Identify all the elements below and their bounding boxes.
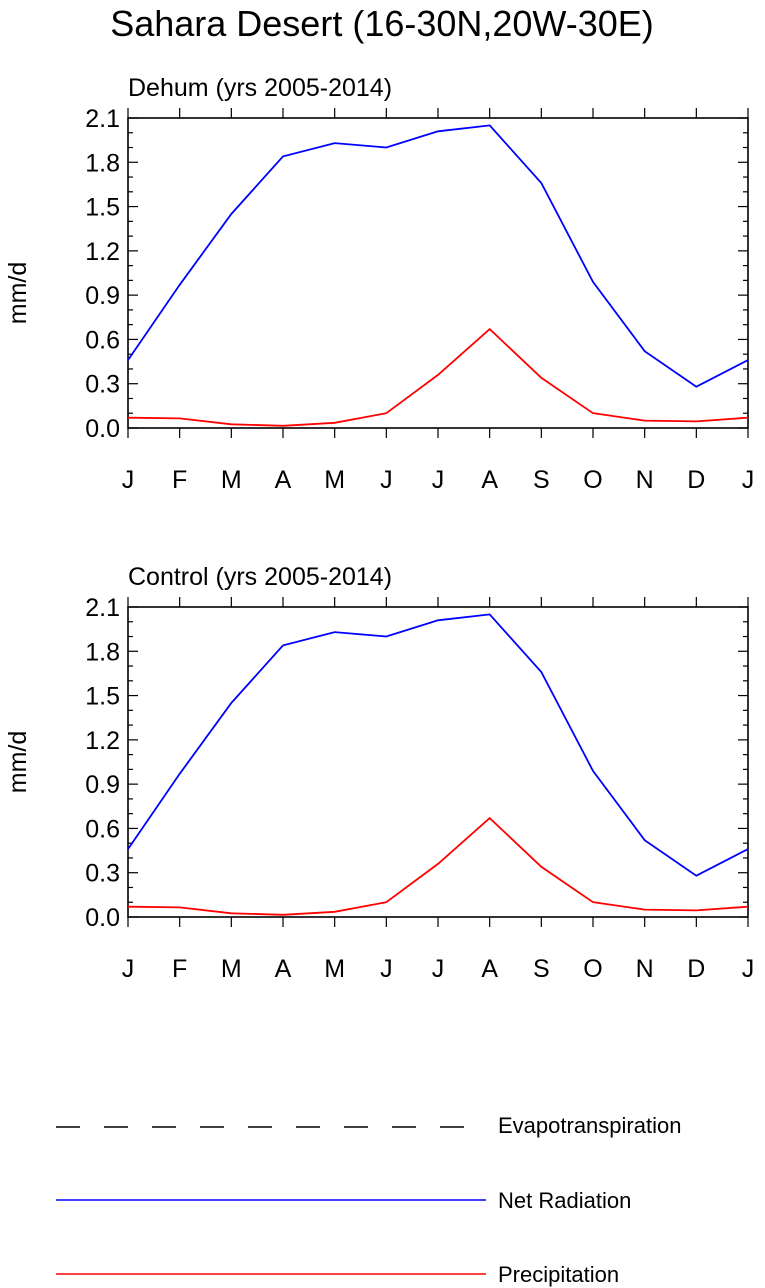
- series-line-net-radiation: [127, 124, 749, 388]
- y-tick-label: 0.0: [85, 415, 120, 443]
- y-tick-label: 0.3: [85, 371, 120, 399]
- x-tick-label: F: [172, 955, 187, 983]
- x-tick-label: D: [687, 466, 705, 494]
- x-tick-label: A: [275, 955, 292, 983]
- legend-label-evapotranspiration: Evapotranspiration: [498, 1113, 681, 1138]
- x-tick-label: M: [221, 466, 242, 494]
- x-tick-label: J: [122, 955, 135, 983]
- series-line-precipitation: [127, 816, 749, 916]
- x-tick-label: A: [275, 466, 292, 494]
- x-tick-label: J: [742, 955, 755, 983]
- x-tick-label: J: [380, 466, 393, 494]
- series-line-precipitation: [127, 327, 749, 427]
- y-tick-label: 0.6: [85, 326, 120, 354]
- x-tick-label: D: [687, 955, 705, 983]
- x-tick-label: O: [583, 955, 602, 983]
- x-tick-label: M: [324, 955, 345, 983]
- y-axis-title: mm/d: [4, 262, 32, 325]
- x-tick-label: M: [324, 466, 345, 494]
- y-tick-label: 0.9: [85, 282, 120, 310]
- x-tick-label: A: [481, 466, 498, 494]
- x-tick-label: J: [380, 955, 393, 983]
- x-tick-label: F: [172, 466, 187, 494]
- y-tick-label: 0.0: [85, 904, 120, 932]
- legend-label-precipitation: Precipitation: [498, 1262, 619, 1287]
- figure-title: Sahara Desert (16-30N,20W-30E): [110, 3, 654, 44]
- x-tick-label: J: [432, 955, 445, 983]
- y-tick-label: 1.2: [85, 238, 120, 266]
- x-tick-label: J: [122, 466, 135, 494]
- y-tick-label: 0.6: [85, 815, 120, 843]
- panel-title: Dehum (yrs 2005-2014): [128, 74, 392, 102]
- panel-dehum: Dehum (yrs 2005-2014) mm/d 0.0 0.3 0.6 0.9 1.2…: [4, 74, 754, 494]
- y-tick-label: 1.8: [85, 149, 120, 177]
- y-tick-label: 1.5: [85, 683, 120, 711]
- series-line-net-radiation: [127, 613, 749, 877]
- x-tick-label: A: [481, 955, 498, 983]
- x-tick-label: J: [742, 466, 755, 494]
- panel-title: Control (yrs 2005-2014): [128, 563, 392, 591]
- x-tick-label: N: [636, 466, 654, 494]
- y-tick-label: 1.5: [85, 194, 120, 222]
- y-tick-label: 0.3: [85, 860, 120, 888]
- x-tick-label: O: [583, 466, 602, 494]
- plot-frame: [127, 606, 749, 918]
- x-tick-label: J: [432, 466, 445, 494]
- y-axis-title: mm/d: [4, 731, 32, 794]
- panel-control: Control (yrs 2005-2014) mm/d 0.0 0.3 0.6 0.9 1…: [4, 563, 754, 983]
- y-tick-label: 1.2: [85, 727, 120, 755]
- legend: Evapotranspiration Net Radiation Precipi…: [56, 1113, 681, 1287]
- y-tick-label: 2.1: [85, 594, 120, 622]
- x-tick-label: S: [533, 955, 550, 983]
- y-tick-label: 2.1: [85, 105, 120, 133]
- x-tick-label: N: [636, 955, 654, 983]
- x-tick-label: M: [221, 955, 242, 983]
- x-tick-label: S: [533, 466, 550, 494]
- legend-label-net-radiation: Net Radiation: [498, 1188, 631, 1213]
- plot-frame: [127, 117, 749, 429]
- y-tick-label: 1.8: [85, 638, 120, 666]
- y-tick-label: 0.9: [85, 771, 120, 799]
